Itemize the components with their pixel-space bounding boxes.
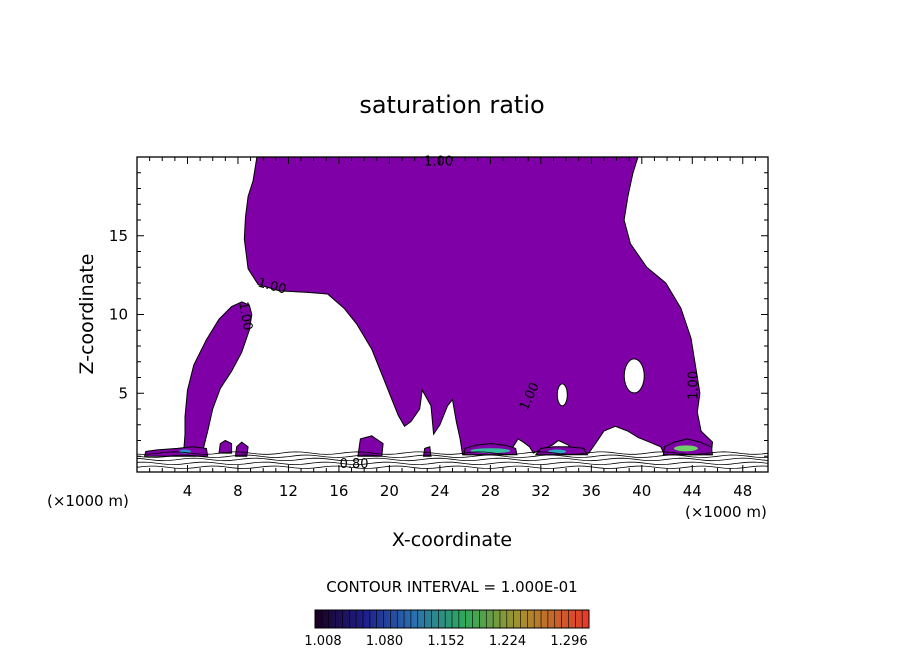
contour-label: 1.00 [235,301,255,332]
band-blob-23 [422,446,432,457]
x-tick-label: 24 [430,482,449,500]
colorbar-bins [321,610,583,628]
x-axis-title: X-coordinate [392,529,512,551]
colorbar-label: 1.296 [550,634,587,649]
hole-40 [623,358,645,394]
band-blob-7 [218,439,233,454]
left-saturated-plume [183,301,253,452]
x-tick-label: 28 [481,482,500,500]
colorbar-label: 1.080 [366,634,403,649]
y-tick-label: 5 [118,384,128,402]
x-tick-label: 48 [733,482,752,500]
colorbar-label: 1.152 [427,634,464,649]
x-tick-label: 8 [233,482,243,500]
core-44 [673,445,698,452]
colorbar-labels: 1.008 1.080 1.152 1.224 1.296 [304,634,587,649]
contour-label: 1.00 [687,371,702,400]
surface-contour-line [136,461,769,466]
main-saturated-region [243,156,714,456]
surface-contour-line [136,454,769,458]
x-tick-label: 32 [531,482,550,500]
y-axis: 5 10 15 [109,172,768,457]
surface-contour-line [136,465,769,469]
contour-interval-text: CONTOUR INTERVAL = 1.000E-01 [326,578,577,596]
band-blob-18 [357,435,384,457]
x-tick-label: 36 [582,482,601,500]
y-tick-label: 10 [109,306,128,324]
chart-title: saturation ratio [359,91,544,119]
x-unit-label: (×1000 m) [47,492,129,510]
band-blob-8 [234,441,249,457]
x-tick-label: 44 [683,482,702,500]
y-axis-title: Z-coordinate [76,254,98,375]
x-tick-label: 16 [329,482,348,500]
y-unit-label: (×1000 m) [685,503,767,521]
x-tick-label: 20 [380,482,399,500]
contour-label: 1.00 [424,155,453,170]
surface-contour-line [136,457,769,462]
contour-label: 1.00 [256,276,288,298]
colorbar-label: 1.224 [489,634,526,649]
y-tick-label: 15 [109,227,128,245]
saturated-region [136,156,769,469]
x-tick-label: 40 [632,482,651,500]
x-axis: 4 8 12 16 20 24 28 32 36 40 44 48 [149,157,756,500]
hole-34 [556,383,568,407]
surface-contour-line [136,451,769,455]
x-tick-label: 4 [183,482,193,500]
contour-label: 0.80 [340,457,369,472]
x-tick-label: 12 [279,482,298,500]
colorbar-label: 1.008 [304,634,341,649]
colorbar: 1.008 1.080 1.152 1.224 1.296 [304,609,590,649]
